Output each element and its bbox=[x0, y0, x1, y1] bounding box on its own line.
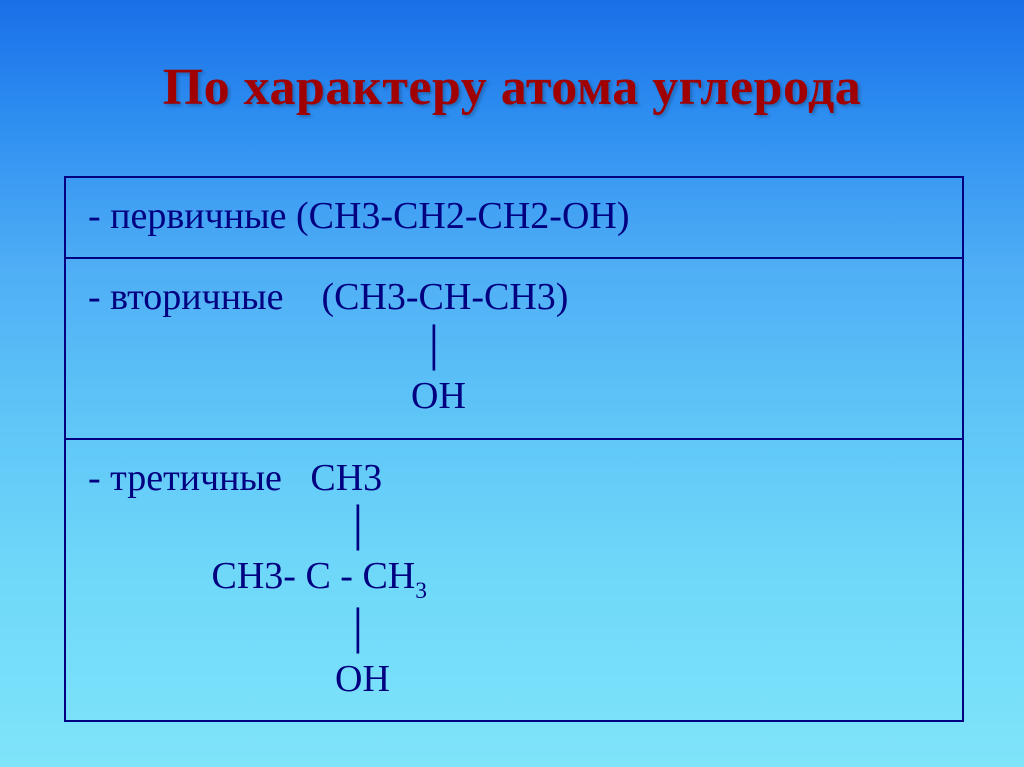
secondary-formula-l3: ОН bbox=[411, 375, 466, 417]
primary-formula: (СН3-СН2-СН2-ОН) bbox=[296, 195, 630, 237]
secondary-formula-l2: │ bbox=[421, 326, 448, 368]
tertiary-formula-l2: │ bbox=[345, 506, 372, 548]
classification-table: - первичные (СН3-СН2-СН2-ОН) - вторичные… bbox=[64, 176, 964, 722]
table-row: - вторичные (СН3-СН-СН3) │ ОН bbox=[65, 258, 963, 438]
tertiary-label: - третичные bbox=[88, 457, 282, 499]
slide-title: По характеру атома углерода bbox=[0, 0, 1024, 117]
primary-label: - первичные bbox=[88, 195, 286, 237]
tertiary-cell: - третичные СН3 │ СН3- С - СН3 │ ОН bbox=[65, 439, 963, 722]
primary-cell: - первичные (СН3-СН2-СН2-ОН) bbox=[65, 177, 963, 258]
slide: По характеру атома углерода - первичные … bbox=[0, 0, 1024, 767]
tertiary-formula-l1: СН3 bbox=[310, 457, 382, 499]
secondary-formula-l1: (СН3-СН-СН3) bbox=[321, 276, 568, 318]
table-row: - третичные СН3 │ СН3- С - СН3 │ ОН bbox=[65, 439, 963, 722]
secondary-label: - вторичные bbox=[88, 276, 283, 318]
tertiary-formula-l3-sub: 3 bbox=[415, 578, 427, 604]
table-row: - первичные (СН3-СН2-СН2-ОН) bbox=[65, 177, 963, 258]
tertiary-formula-l4: │ bbox=[345, 609, 372, 651]
tertiary-formula-l5: ОН bbox=[335, 658, 390, 700]
secondary-cell: - вторичные (СН3-СН-СН3) │ ОН bbox=[65, 258, 963, 438]
tertiary-formula-l3-pre: СН3- С - СН bbox=[212, 555, 416, 597]
